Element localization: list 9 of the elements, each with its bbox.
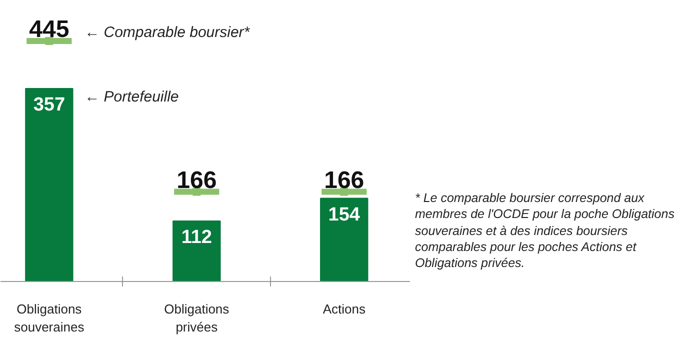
series-label: ← Portefeuille: [84, 88, 179, 106]
data-label: 112: [181, 226, 212, 248]
text: * Le comparable boursier correspond aux membres de l'OCDE pour la poche Obligations souveraines et à des indices boursiers comparables pour les poches Actions et Obligations privées.: [415, 190, 676, 272]
x-tick-label: Actions: [322, 302, 366, 316]
data-label: 357: [33, 94, 66, 116]
data-label: 154: [328, 204, 360, 226]
legend-label: ← Comparable boursier*: [84, 24, 251, 42]
x-tick-label: Obligations souveraines: [14, 302, 85, 334]
x-tick-label: Obligations privées: [164, 302, 230, 334]
